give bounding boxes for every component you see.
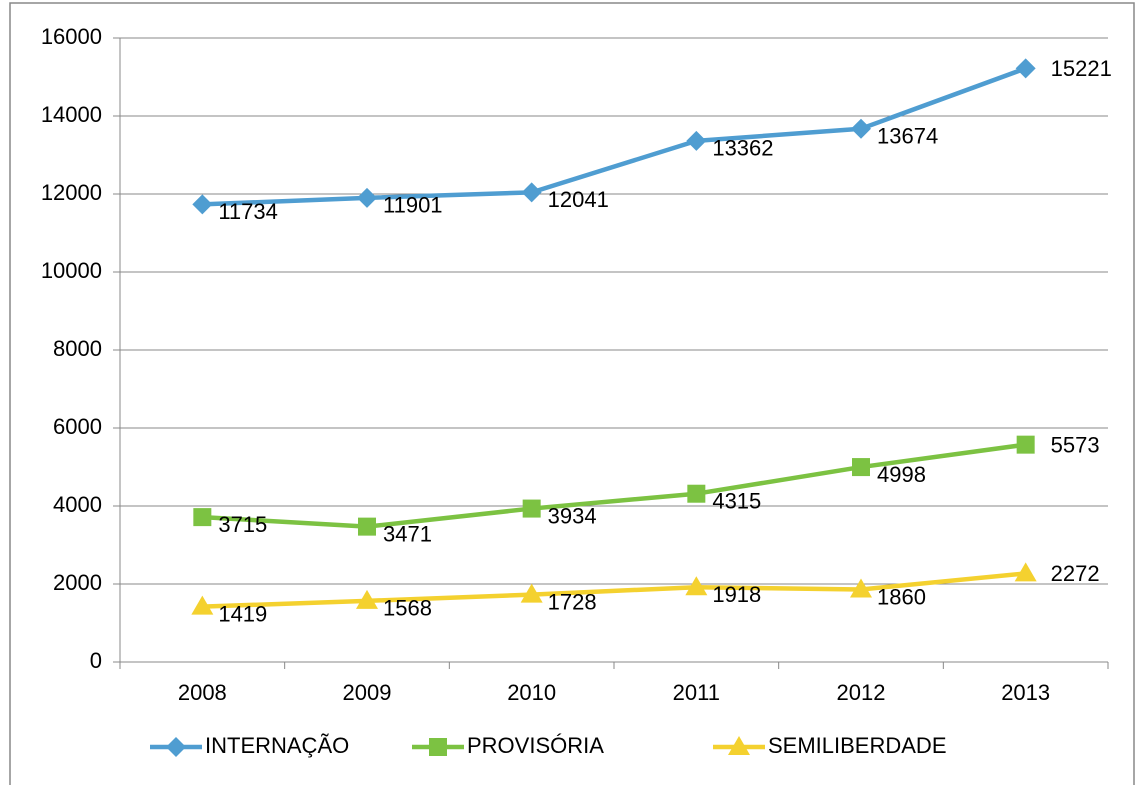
legend-label: SEMILIBERDADE	[768, 733, 947, 758]
y-tick-label: 2000	[53, 570, 102, 595]
y-tick-label: 6000	[53, 414, 102, 439]
series-line	[202, 571, 1026, 609]
data-point	[193, 508, 212, 527]
legend-marker	[166, 737, 186, 757]
y-tick-label: 4000	[53, 492, 102, 517]
x-tick-label: 2011	[673, 680, 720, 705]
data-point	[1016, 435, 1035, 454]
y-tick-label: 16000	[41, 24, 102, 49]
data-point	[357, 187, 377, 208]
data-point	[191, 595, 214, 615]
data-label: 11901	[383, 193, 443, 218]
data-label: 3715	[218, 512, 267, 537]
data-point	[851, 118, 871, 139]
legend-marker	[728, 736, 750, 755]
data-label: 13674	[877, 124, 938, 149]
chart-border	[9, 2, 1135, 785]
data-point	[356, 589, 378, 609]
data-label: 12041	[548, 187, 609, 212]
data-label: 4315	[712, 489, 761, 514]
data-label: 15221	[1051, 56, 1112, 81]
legend-marker	[429, 738, 447, 756]
y-tick-label: 12000	[41, 180, 102, 205]
series-line	[202, 66, 1027, 207]
y-tick-label: 14000	[41, 102, 102, 127]
data-label: 1918	[712, 582, 761, 607]
data-label: 3471	[383, 521, 432, 546]
data-point	[686, 130, 707, 151]
data-label: 1860	[877, 584, 926, 609]
legend-label: PROVISÓRIA	[467, 733, 604, 758]
x-tick-label: 2013	[1001, 680, 1050, 705]
data-label: 2272	[1051, 561, 1100, 586]
data-label: 11734	[218, 199, 278, 224]
y-tick-label: 8000	[53, 336, 102, 361]
data-point	[850, 578, 872, 598]
data-point	[192, 194, 213, 215]
data-point	[852, 458, 870, 477]
data-label: 13362	[712, 136, 773, 161]
x-tick-label: 2012	[837, 680, 886, 705]
data-label: 1568	[383, 596, 432, 621]
data-label: 5573	[1051, 432, 1100, 457]
data-point	[1015, 58, 1036, 79]
x-tick-label: 2010	[507, 680, 556, 705]
data-point	[358, 517, 376, 536]
legend-label: INTERNAÇÃO	[205, 733, 349, 758]
x-tick-label: 2009	[343, 680, 392, 705]
series-line	[202, 442, 1026, 529]
data-point	[521, 182, 542, 203]
data-point	[522, 499, 541, 518]
data-label: 1419	[218, 601, 267, 626]
data-point	[520, 583, 543, 603]
y-tick-label: 10000	[41, 258, 102, 283]
y-tick-label: 0	[90, 648, 102, 673]
data-point	[1014, 562, 1037, 582]
x-tick-label: 2008	[178, 680, 227, 705]
data-label: 3934	[548, 503, 597, 528]
data-point	[687, 484, 706, 503]
data-label: 1728	[548, 589, 597, 614]
data-point	[685, 576, 708, 596]
data-label: 4998	[877, 462, 926, 487]
